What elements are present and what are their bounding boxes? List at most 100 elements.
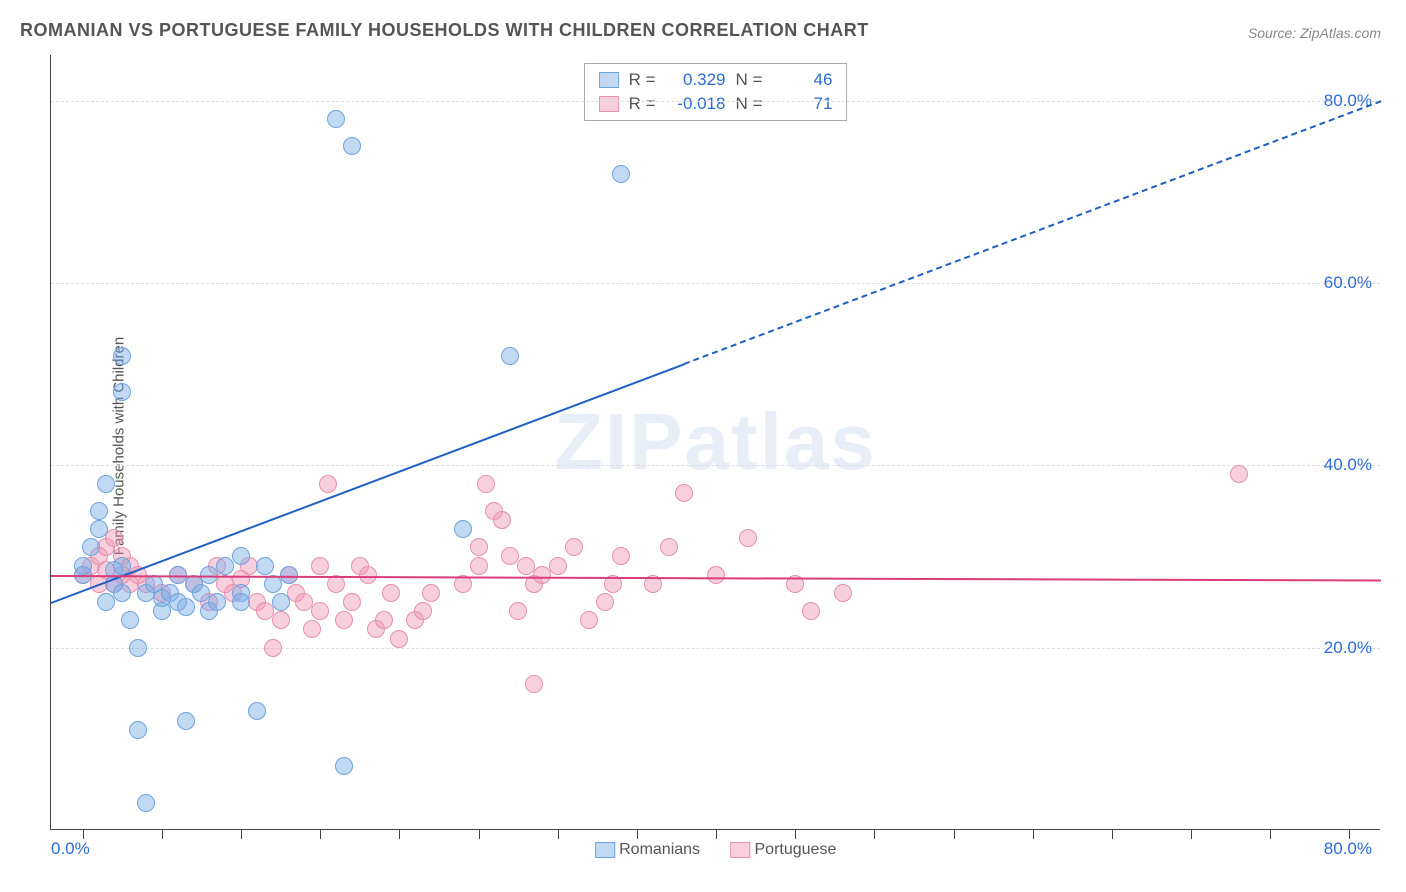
romanians-point	[129, 721, 147, 739]
gridline	[51, 648, 1380, 649]
romanians-point	[121, 611, 139, 629]
portuguese-point	[470, 538, 488, 556]
x-tick	[1191, 829, 1192, 839]
legend-n-value: 71	[772, 92, 832, 116]
portuguese-point	[311, 557, 329, 575]
x-tick	[83, 829, 84, 839]
romanians-point	[248, 702, 266, 720]
correlation-legend: R =0.329N =46R =-0.018N =71	[584, 63, 848, 121]
romanians-point	[113, 383, 131, 401]
y-tick-label: 60.0%	[1324, 273, 1372, 293]
source-label: Source: ZipAtlas.com	[1248, 25, 1381, 41]
romanians-point	[137, 794, 155, 812]
portuguese-point	[264, 639, 282, 657]
portuguese-point	[802, 602, 820, 620]
romanians-point	[232, 593, 250, 611]
y-tick-label: 20.0%	[1324, 638, 1372, 658]
x-tick	[320, 829, 321, 839]
legend-r-label: R =	[629, 92, 656, 116]
portuguese-point	[565, 538, 583, 556]
portuguese-point	[422, 584, 440, 602]
legend-row: R = -0.018 N = 71	[599, 92, 833, 116]
romanians-point	[82, 538, 100, 556]
portuguese-point	[580, 611, 598, 629]
romanians-point	[129, 639, 147, 657]
romanians-point	[177, 598, 195, 616]
legend-item: Romanians	[595, 841, 700, 859]
legend-swatch	[599, 96, 619, 112]
portuguese-point	[375, 611, 393, 629]
legend-n-label: N =	[736, 92, 763, 116]
x-tick	[795, 829, 796, 839]
romanians-point	[97, 475, 115, 493]
romanians-point	[335, 757, 353, 775]
romanians-point	[90, 502, 108, 520]
portuguese-point	[834, 584, 852, 602]
x-tick	[162, 829, 163, 839]
portuguese-point	[105, 529, 123, 547]
romanians-point	[280, 566, 298, 584]
portuguese-point	[612, 547, 630, 565]
legend-r-value: 0.329	[666, 68, 726, 92]
portuguese-point	[470, 557, 488, 575]
legend-swatch	[730, 842, 750, 858]
portuguese-point	[1230, 465, 1248, 483]
portuguese-point	[414, 602, 432, 620]
portuguese-point	[335, 611, 353, 629]
portuguese-point	[359, 566, 377, 584]
x-tick	[558, 829, 559, 839]
romanians-point	[454, 520, 472, 538]
y-tick-label: 40.0%	[1324, 455, 1372, 475]
portuguese-point	[739, 529, 757, 547]
romanians-point	[177, 712, 195, 730]
x-tick	[716, 829, 717, 839]
portuguese-point	[477, 475, 495, 493]
portuguese-point	[707, 566, 725, 584]
romanians-point	[256, 557, 274, 575]
watermark: ZIPatlas	[554, 396, 877, 488]
portuguese-point	[390, 630, 408, 648]
legend-label: Romanians	[619, 841, 700, 858]
legend-row: R =0.329N =46	[599, 68, 833, 92]
romanians-point	[113, 584, 131, 602]
legend-swatch	[599, 72, 619, 88]
legend-label: Portuguese	[755, 841, 837, 858]
portuguese-point	[549, 557, 567, 575]
x-tick	[1033, 829, 1034, 839]
legend-swatch	[595, 842, 615, 858]
x-tick	[399, 829, 400, 839]
x-tick	[637, 829, 638, 839]
portuguese-point	[311, 602, 329, 620]
romanians-point	[232, 547, 250, 565]
portuguese-point	[343, 593, 361, 611]
trend-line	[684, 101, 1381, 366]
x-tick	[241, 829, 242, 839]
romanians-point	[113, 347, 131, 365]
romanians-point	[90, 520, 108, 538]
x-axis-min-label: 0.0%	[51, 839, 90, 859]
x-tick	[954, 829, 955, 839]
x-tick	[479, 829, 480, 839]
legend-n-label: N =	[736, 68, 763, 92]
portuguese-point	[509, 602, 527, 620]
romanians-point	[327, 110, 345, 128]
portuguese-point	[382, 584, 400, 602]
portuguese-point	[272, 611, 290, 629]
chart-title: ROMANIAN VS PORTUGUESE FAMILY HOUSEHOLDS…	[20, 20, 869, 41]
gridline	[51, 101, 1380, 102]
scatter-plot: ZIPatlas R =0.329N =46R =-0.018N =71 Rom…	[50, 55, 1380, 830]
portuguese-point	[675, 484, 693, 502]
romanians-point	[208, 593, 226, 611]
x-tick	[1270, 829, 1271, 839]
x-tick	[874, 829, 875, 839]
legend-r-label: R =	[629, 68, 656, 92]
portuguese-point	[596, 593, 614, 611]
legend-item: Portuguese	[730, 841, 836, 859]
x-axis-max-label: 80.0%	[1324, 839, 1372, 859]
series-legend: Romanians Portuguese	[595, 841, 837, 859]
portuguese-point	[525, 675, 543, 693]
legend-r-value: -0.018	[666, 92, 726, 116]
gridline	[51, 283, 1380, 284]
portuguese-point	[319, 475, 337, 493]
x-tick	[1349, 829, 1350, 839]
